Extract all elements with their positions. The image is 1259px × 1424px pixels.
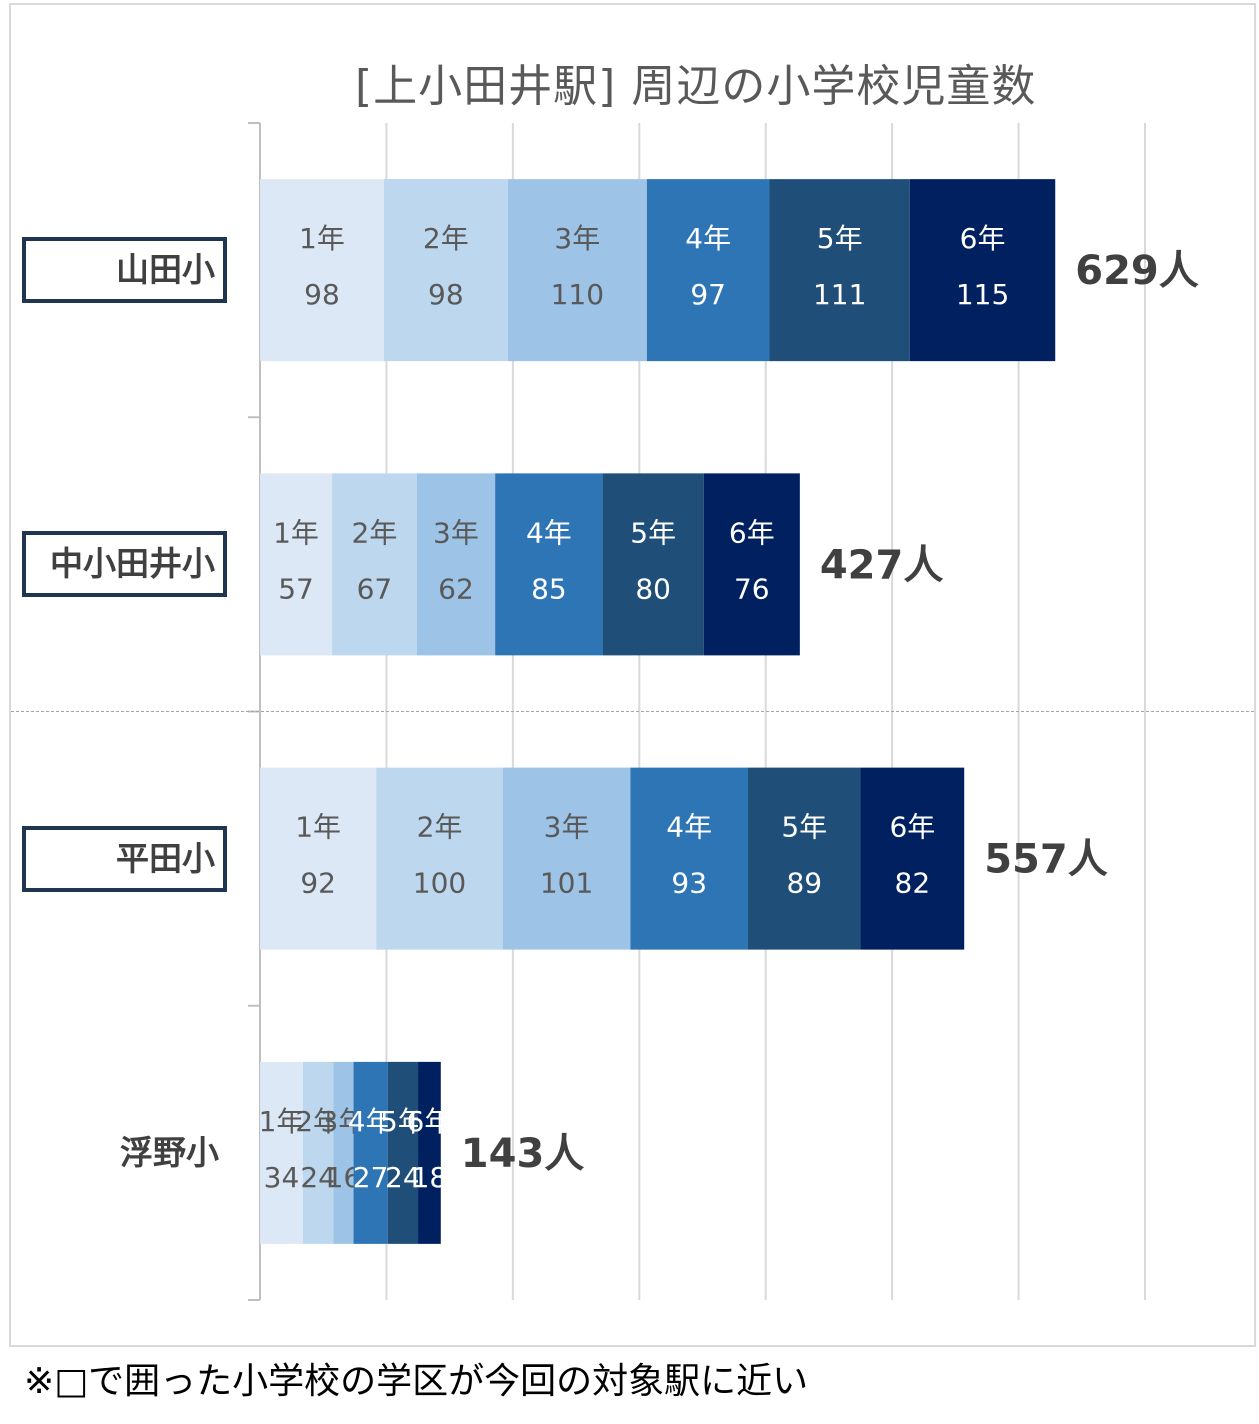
segment-grade-label: 2年: [417, 811, 463, 844]
segment-value-label: 101: [540, 867, 593, 900]
segment-grade-label: 5年: [781, 811, 827, 844]
segment-grade-label: 1年: [259, 1105, 305, 1138]
segment-value-label: 93: [671, 867, 707, 900]
bar-segment: [302, 1061, 334, 1244]
segment-value-label: 89: [786, 867, 822, 900]
segment-value-label: 24: [385, 1161, 421, 1194]
bar-segment: [332, 473, 417, 656]
bar-segment: [260, 179, 384, 362]
bar-segment: [769, 179, 910, 362]
segment-grade-label: 3年: [433, 516, 479, 549]
segment-grade-label: 2年: [423, 222, 469, 255]
segment-grade-label: 4年: [348, 1105, 394, 1138]
segment-value-label: 80: [635, 572, 671, 605]
segment-grade-label: 1年: [299, 222, 345, 255]
segment-grade-label: 4年: [526, 516, 572, 549]
bar-segment: [387, 1061, 419, 1244]
bar-segment: [418, 1061, 441, 1244]
plot-area: 1年 98 2年 98 3年 110 4年 97 5年 111 6年 115 629人 1年 57 2年 67 3…: [11, 122, 1254, 1301]
segment-grade-label: 6年: [729, 516, 775, 549]
total-label: 143人: [461, 1131, 585, 1177]
bar-segment: [383, 179, 508, 362]
segment-value-label: 24: [300, 1161, 336, 1194]
total-label: 427人: [820, 542, 944, 588]
bar-segment: [495, 473, 603, 656]
bar-segment: [353, 1061, 388, 1244]
bar-segment: [748, 767, 861, 950]
segment-value-label: 62: [438, 572, 474, 605]
segment-grade-label: 3年: [544, 811, 590, 844]
bar-segment: [260, 767, 377, 950]
segment-grade-label: 1年: [273, 516, 319, 549]
segment-value-label: 92: [300, 867, 336, 900]
bar-segment: [630, 767, 749, 950]
bar-segment: [860, 767, 965, 950]
segment-grade-label: 6年: [960, 222, 1006, 255]
segment-grade-label: 2年: [352, 516, 398, 549]
segment-grade-label: 5年: [630, 516, 676, 549]
category-label: 平田小: [22, 825, 227, 892]
category-label: 中小田井小: [22, 531, 227, 598]
segment-grade-label: 1年: [295, 811, 341, 844]
segment-value-label: 76: [734, 572, 770, 605]
segment-value-label: 57: [278, 572, 314, 605]
segment-grade-label: 4年: [685, 222, 731, 255]
category-label: 浮野小: [120, 1132, 219, 1172]
footnote: ※□で囲った小学校の学区が今回の対象駅に近い: [24, 1361, 809, 1402]
bar-segment: [602, 473, 704, 656]
bar-segment: [376, 767, 503, 950]
segment-value-label: 115: [956, 278, 1009, 311]
bar-segment: [909, 179, 1056, 362]
category-label: 山田小: [22, 237, 227, 304]
total-label: 557人: [984, 837, 1108, 883]
segment-value-label: 82: [895, 867, 931, 900]
segment-value-label: 34: [264, 1161, 300, 1194]
segment-value-label: 100: [413, 867, 466, 900]
segment-grade-label: 5年: [817, 222, 863, 255]
segment-value-label: 111: [813, 278, 866, 311]
segment-grade-label: 6年: [889, 811, 935, 844]
segment-value-label: 110: [551, 278, 604, 311]
bar-segment: [502, 767, 631, 950]
bar-segment: [260, 1061, 303, 1244]
bar-segment: [703, 473, 800, 656]
bar-segment: [507, 179, 647, 362]
bar-segment: [260, 473, 333, 656]
segment-value-label: 98: [304, 278, 340, 311]
segment-value-label: 98: [428, 278, 464, 311]
bar-segment: [416, 473, 496, 656]
bar-segment: [646, 179, 770, 362]
bar-segment: [333, 1061, 354, 1244]
segment-grade-label: 4年: [666, 811, 712, 844]
segment-grade-label: 6年: [407, 1105, 453, 1138]
segment-value-label: 67: [357, 572, 393, 605]
total-label: 629人: [1075, 248, 1199, 294]
segment-value-label: 27: [353, 1161, 389, 1194]
chart-title: [上小田井駅] 周辺の小学校児童数: [355, 61, 1037, 112]
segment-grade-label: 3年: [554, 222, 600, 255]
segment-value-label: 85: [531, 572, 567, 605]
segment-value-label: 97: [690, 278, 726, 311]
segment-value-label: 18: [412, 1161, 448, 1194]
